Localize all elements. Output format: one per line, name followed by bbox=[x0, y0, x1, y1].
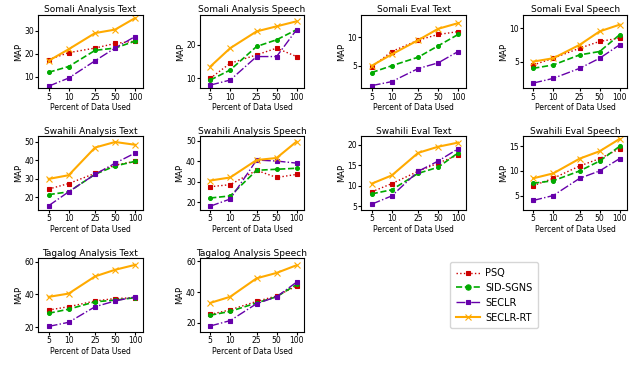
X-axis label: Percent of Data Used: Percent of Data Used bbox=[50, 103, 131, 112]
Y-axis label: MAP: MAP bbox=[14, 286, 23, 304]
Title: Somali Analysis Text: Somali Analysis Text bbox=[44, 5, 136, 14]
X-axis label: Percent of Data Used: Percent of Data Used bbox=[534, 225, 616, 234]
Y-axis label: MAP: MAP bbox=[337, 164, 346, 182]
X-axis label: Percent of Data Used: Percent of Data Used bbox=[50, 347, 131, 356]
Y-axis label: MAP: MAP bbox=[499, 164, 508, 182]
X-axis label: Percent of Data Used: Percent of Data Used bbox=[212, 347, 292, 356]
Legend: PSQ, SID-SGNS, SECLR, SECLR-RT: PSQ, SID-SGNS, SECLR, SECLR-RT bbox=[451, 262, 538, 328]
Y-axis label: MAP: MAP bbox=[175, 164, 184, 182]
Title: Somali Eval Speech: Somali Eval Speech bbox=[531, 5, 620, 14]
Title: Swahili Eval Speech: Swahili Eval Speech bbox=[530, 127, 620, 136]
X-axis label: Percent of Data Used: Percent of Data Used bbox=[212, 225, 292, 234]
X-axis label: Percent of Data Used: Percent of Data Used bbox=[50, 225, 131, 234]
Title: Swahili Analysis Text: Swahili Analysis Text bbox=[44, 127, 138, 136]
Title: Somali Analysis Speech: Somali Analysis Speech bbox=[198, 5, 306, 14]
Title: Tagalog Analysis Text: Tagalog Analysis Text bbox=[43, 249, 138, 258]
Y-axis label: MAP: MAP bbox=[175, 286, 184, 304]
Title: Tagalog Analysis Speech: Tagalog Analysis Speech bbox=[196, 249, 308, 258]
X-axis label: Percent of Data Used: Percent of Data Used bbox=[373, 225, 454, 234]
Y-axis label: MAP: MAP bbox=[337, 42, 346, 61]
X-axis label: Percent of Data Used: Percent of Data Used bbox=[212, 103, 292, 112]
Y-axis label: MAP: MAP bbox=[176, 42, 185, 61]
Title: Swahili Analysis Speech: Swahili Analysis Speech bbox=[198, 127, 307, 136]
Y-axis label: MAP: MAP bbox=[499, 42, 508, 61]
Y-axis label: MAP: MAP bbox=[14, 42, 23, 61]
X-axis label: Percent of Data Used: Percent of Data Used bbox=[534, 103, 616, 112]
X-axis label: Percent of Data Used: Percent of Data Used bbox=[373, 103, 454, 112]
Y-axis label: MAP: MAP bbox=[14, 164, 23, 182]
Title: Swahili Eval Text: Swahili Eval Text bbox=[376, 127, 451, 136]
Title: Somali Eval Text: Somali Eval Text bbox=[376, 5, 451, 14]
